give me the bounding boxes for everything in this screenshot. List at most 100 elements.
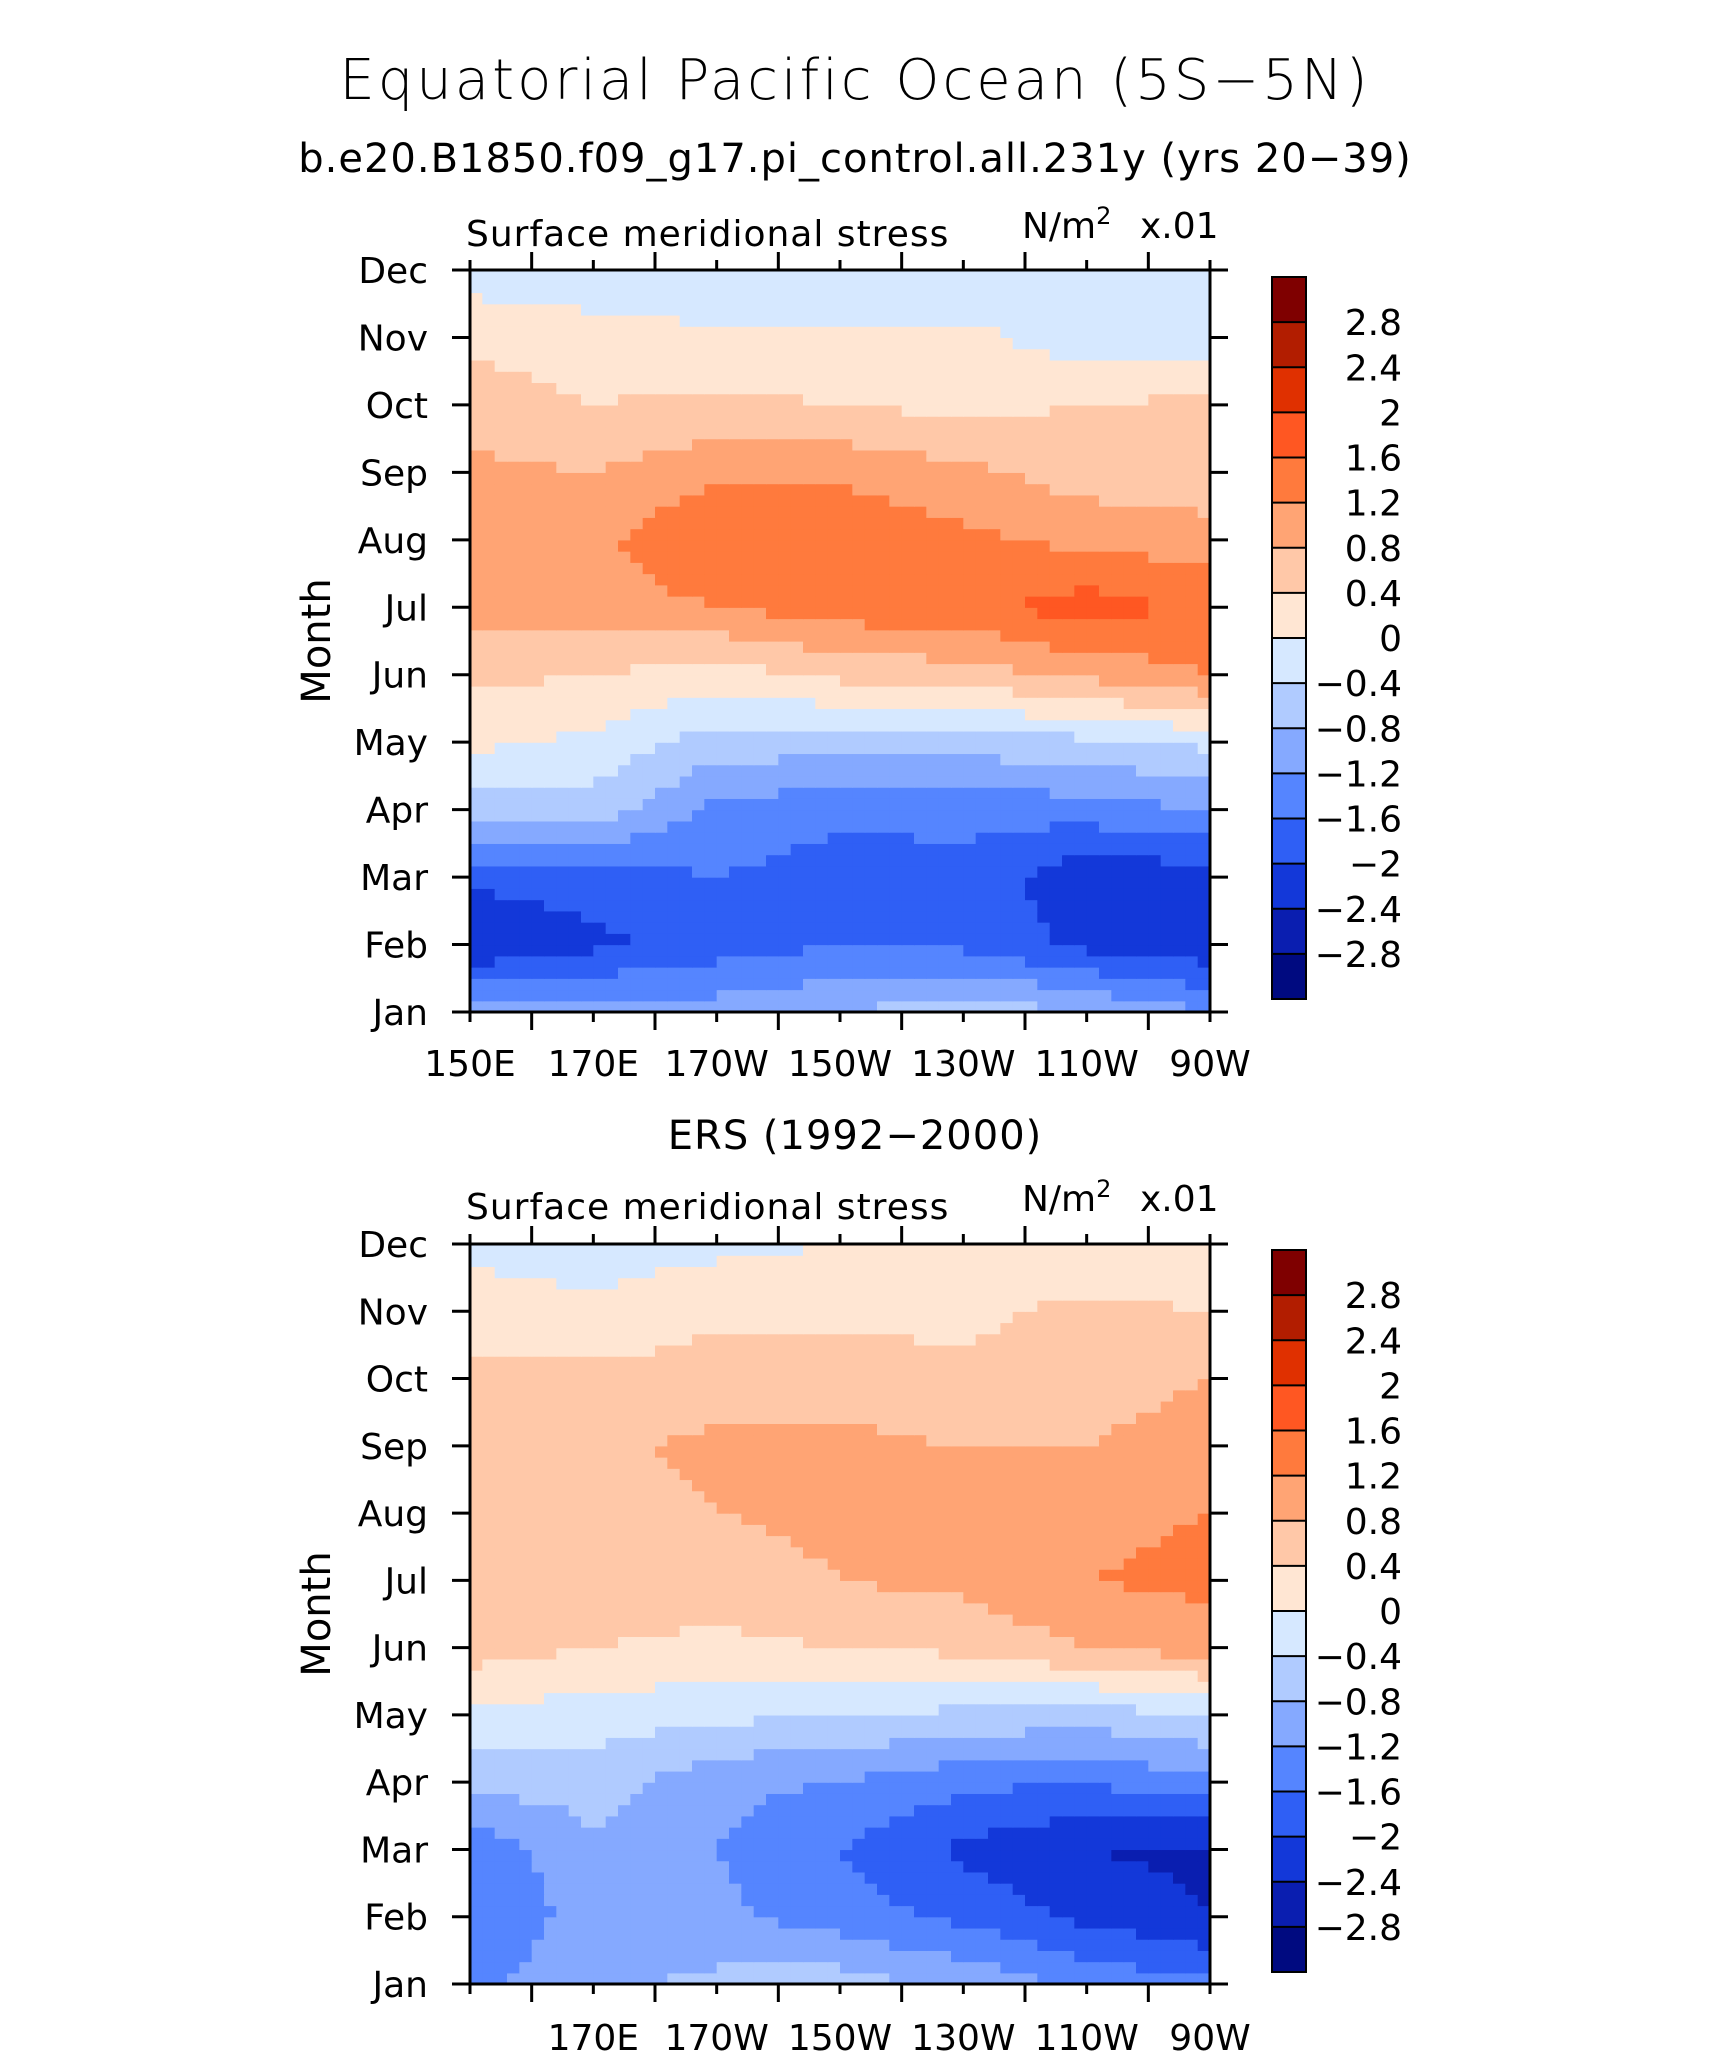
contour-cell bbox=[975, 933, 989, 946]
contour-cell bbox=[852, 989, 866, 1002]
contour-cell bbox=[963, 1860, 977, 1873]
contour-cell bbox=[544, 506, 557, 518]
contour-cell bbox=[1012, 933, 1026, 946]
contour-cell bbox=[716, 584, 730, 597]
contour-cell bbox=[840, 798, 853, 811]
contour-cell bbox=[1062, 528, 1075, 541]
contour-cell bbox=[753, 798, 767, 811]
contour-cell bbox=[642, 1838, 656, 1851]
contour-cell bbox=[840, 326, 853, 339]
y-tick-label-may: May bbox=[354, 723, 428, 764]
contour-cell bbox=[1012, 775, 1026, 788]
contour-cell bbox=[938, 618, 952, 631]
contour-cell bbox=[1074, 337, 1088, 350]
contour-cell bbox=[1123, 1883, 1137, 1895]
contour-cell bbox=[926, 798, 940, 811]
contour-cell bbox=[1012, 1838, 1026, 1851]
contour-cell bbox=[593, 494, 607, 507]
contour-cell bbox=[889, 820, 903, 833]
contour-cell bbox=[1197, 854, 1210, 867]
contour-cell bbox=[716, 472, 730, 485]
contour-cell bbox=[840, 1000, 853, 1012]
contour-cell bbox=[581, 1939, 594, 1951]
contour-cell bbox=[692, 1804, 705, 1817]
contour-cell bbox=[692, 438, 705, 451]
contour-cell bbox=[593, 314, 607, 327]
contour-cell bbox=[852, 483, 866, 496]
contour-cell bbox=[815, 1883, 829, 1895]
contour-cell bbox=[889, 506, 903, 518]
contour-cell bbox=[1136, 820, 1149, 833]
contour-cell bbox=[544, 641, 557, 653]
contour-cell bbox=[938, 528, 952, 541]
contour-cell bbox=[1185, 798, 1199, 811]
contour-cell bbox=[618, 1000, 631, 1012]
contour-cell bbox=[988, 967, 1001, 979]
contour-cell bbox=[630, 809, 644, 822]
contour-cell bbox=[1025, 955, 1038, 968]
contour-cell bbox=[1025, 607, 1038, 620]
contour-cell bbox=[507, 1927, 520, 1940]
contour-cell bbox=[729, 371, 742, 384]
contour-cell bbox=[655, 1838, 668, 1851]
contour-cell bbox=[1136, 371, 1149, 384]
contour-cell bbox=[531, 506, 545, 518]
contour-cell bbox=[975, 663, 989, 676]
contour-cell bbox=[531, 663, 545, 676]
contour-cell bbox=[1136, 809, 1149, 822]
contour-cell bbox=[803, 371, 816, 384]
contour-cell bbox=[482, 1961, 496, 1974]
contour-cell bbox=[605, 494, 619, 507]
contour-cell bbox=[679, 820, 693, 833]
contour-cell bbox=[914, 1871, 927, 1884]
contour-cell bbox=[704, 820, 718, 833]
contour-cell bbox=[840, 820, 853, 833]
contour-cell bbox=[1037, 843, 1051, 856]
contour-cell bbox=[679, 427, 693, 440]
contour-cell bbox=[926, 1939, 940, 1951]
contour-cell bbox=[716, 1815, 730, 1828]
contour-cell bbox=[1074, 641, 1088, 653]
contour-cell bbox=[926, 371, 940, 384]
contour-cell bbox=[877, 292, 890, 305]
contour-cell bbox=[692, 404, 705, 417]
contour-cell bbox=[1025, 506, 1038, 518]
contour-cell bbox=[704, 922, 718, 934]
contour-cell bbox=[741, 809, 755, 822]
contour-cell bbox=[1086, 573, 1100, 586]
contour-cell bbox=[1123, 1804, 1137, 1817]
contour-cell bbox=[975, 506, 989, 518]
contour-cell bbox=[1099, 978, 1112, 991]
contour-cell bbox=[568, 809, 582, 822]
contour-cell bbox=[1099, 652, 1112, 665]
contour-cell bbox=[1111, 877, 1125, 889]
contour-cell bbox=[507, 697, 520, 710]
contour-cell bbox=[803, 854, 816, 867]
contour-cell bbox=[753, 685, 767, 698]
contour-cell bbox=[840, 1815, 853, 1828]
contour-cell bbox=[568, 674, 582, 687]
contour-cell bbox=[655, 787, 668, 799]
contour-cell bbox=[1025, 584, 1038, 597]
contour-cell bbox=[544, 663, 557, 676]
contour-cell bbox=[1049, 326, 1063, 339]
contour-cell bbox=[593, 1916, 607, 1929]
contour-cell bbox=[1123, 528, 1137, 541]
contour-cell bbox=[667, 1927, 681, 1940]
contour-cell bbox=[741, 1815, 755, 1828]
contour-cell bbox=[778, 562, 792, 575]
contour-cell bbox=[1000, 494, 1014, 507]
contour-cell bbox=[729, 933, 742, 946]
contour-cell bbox=[1037, 326, 1051, 339]
contour-cell bbox=[568, 1927, 582, 1940]
contour-cell bbox=[988, 820, 1001, 833]
contour-cell bbox=[618, 708, 631, 721]
contour-cell bbox=[827, 438, 841, 451]
contour-cell bbox=[889, 944, 903, 957]
contour-cell bbox=[642, 281, 656, 294]
contour-cell bbox=[1086, 742, 1100, 755]
contour-cell bbox=[519, 449, 533, 462]
contour-cell bbox=[975, 539, 989, 552]
contour-cell bbox=[605, 708, 619, 721]
contour-cell bbox=[790, 1894, 804, 1907]
